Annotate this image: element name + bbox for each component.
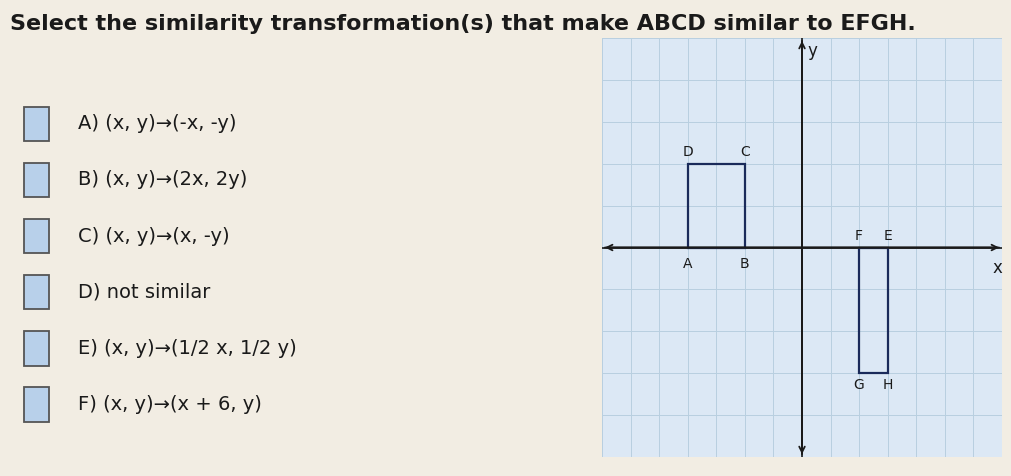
Text: H: H [882,378,892,392]
Bar [24,387,50,422]
Bar [24,107,50,141]
Text: C) (x, y)→(x, -y): C) (x, y)→(x, -y) [78,227,229,246]
Text: C: C [739,145,749,159]
Bar [858,248,887,373]
Text: x: x [992,259,1002,277]
Text: y: y [807,42,816,60]
Bar [24,219,50,253]
Bar [24,163,50,197]
Bar [24,331,50,366]
Text: G: G [853,378,863,392]
Text: A) (x, y)→(-x, -y): A) (x, y)→(-x, -y) [78,114,237,133]
Text: F: F [854,229,862,243]
Text: A: A [682,257,692,271]
Text: B) (x, y)→(2x, 2y): B) (x, y)→(2x, 2y) [78,170,248,189]
Text: D: D [681,145,693,159]
Text: E: E [883,229,891,243]
Text: E) (x, y)→(1/2 x, 1/2 y): E) (x, y)→(1/2 x, 1/2 y) [78,339,297,358]
Bar [24,275,50,309]
Text: B: B [739,257,749,271]
Text: D) not similar: D) not similar [78,283,210,302]
Bar [687,164,744,248]
Text: Select the similarity transformation(s) that make ABCD similar to EFGH.: Select the similarity transformation(s) … [10,14,915,34]
Text: F) (x, y)→(x + 6, y): F) (x, y)→(x + 6, y) [78,395,262,414]
